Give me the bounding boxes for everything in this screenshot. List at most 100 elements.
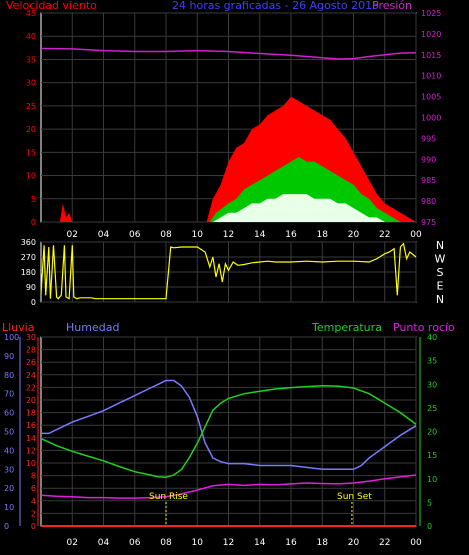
- climate-x-tick-label: 08: [160, 538, 172, 548]
- climate-x-tick-label: 14: [254, 538, 266, 548]
- wind-y-tick-label: 25: [26, 102, 36, 111]
- rain-y-tick-label: 30: [26, 333, 36, 342]
- temperature-line: [40, 384, 417, 479]
- temperature-y-tick-label: 0: [427, 522, 432, 531]
- rain-y-tick-label: 0: [31, 522, 36, 531]
- pressure-y-tick-label: 1015: [421, 51, 441, 60]
- climate-x-tick-label: 12: [223, 538, 234, 548]
- wind-x-tick-label: 02: [67, 230, 78, 240]
- wind-x-tick-label: 10: [192, 230, 204, 240]
- climate-x-tick-label: 20: [348, 538, 360, 548]
- rain-y-tick-label: 12: [26, 446, 36, 455]
- wind-x-tick-label: 08: [160, 230, 172, 240]
- dewpoint-label: Punto rocío: [393, 321, 455, 334]
- wind-x-tick-label: 14: [254, 230, 266, 240]
- wind-x-tick-label: 04: [98, 230, 110, 240]
- sunset-label: Sun Set: [337, 492, 372, 502]
- sunrise-label: Sun Rise: [149, 492, 188, 502]
- pressure-y-tick-label: 1005: [421, 93, 441, 102]
- temperature-y-tick-label: 35: [427, 357, 437, 366]
- temperature-y-tick-label: 15: [427, 451, 437, 460]
- temperature-y-tick-label: 10: [427, 475, 437, 484]
- wind-x-tick-label: 16: [285, 230, 297, 240]
- pressure-y-tick-label: 975: [421, 218, 436, 227]
- rain-label: Lluvia: [2, 321, 34, 334]
- wind-y-tick-label: 10: [26, 172, 36, 181]
- pressure-label: Presión: [372, 0, 412, 12]
- wind-speed-label: Velocidad viento: [6, 0, 97, 12]
- pressure-y-tick-label: 995: [421, 134, 436, 143]
- rain-y-tick-label: 26: [26, 358, 36, 367]
- climate-x-tick-label: 00: [410, 538, 422, 548]
- pressure-line: [40, 47, 417, 60]
- temperature-y-tick-label: 25: [427, 404, 437, 413]
- rain-y-tick-label: 24: [26, 371, 36, 380]
- wind-y-tick-label: 20: [26, 125, 36, 134]
- dewpoint-line: [40, 474, 417, 499]
- rain-y-tick-label: 16: [26, 421, 36, 430]
- humidity-y-tick-label: 50: [4, 428, 14, 437]
- humidity-y-tick-label: 30: [4, 465, 14, 474]
- humidity-y-tick-label: 20: [4, 484, 14, 493]
- temperature-label: Temperatura: [311, 321, 382, 334]
- chart-title: 24 horas graficadas - 26 Agosto 2015: [172, 0, 379, 12]
- wind-y-tick-label: 30: [26, 79, 36, 88]
- rain-y-tick-label: 4: [31, 497, 36, 506]
- humidity-y-tick-label: 100: [4, 333, 19, 342]
- humidity-y-tick-label: 90: [4, 352, 14, 361]
- rain-y-tick-label: 2: [31, 509, 36, 518]
- compass-label: N: [436, 293, 444, 306]
- climate-x-tick-label: 10: [192, 538, 204, 548]
- data-series: [40, 47, 417, 527]
- temperature-y-tick-label: 5: [427, 498, 432, 507]
- humidity-y-tick-label: 80: [4, 371, 14, 380]
- rain-y-tick-label: 14: [26, 434, 36, 443]
- pressure-y-tick-label: 985: [421, 176, 436, 185]
- compass-label: S: [437, 266, 444, 279]
- temperature-y-tick-label: 20: [427, 428, 437, 437]
- climate-x-tick-label: 22: [379, 538, 390, 548]
- wind-y-tick-label: 40: [26, 32, 36, 41]
- rain-y-tick-label: 28: [26, 346, 36, 355]
- rain-y-tick-label: 6: [31, 484, 36, 493]
- rain-y-tick-label: 10: [26, 459, 36, 468]
- humidity-y-tick-label: 10: [4, 503, 14, 512]
- rain-y-tick-label: 20: [26, 396, 36, 405]
- humidity-label: Humedad: [66, 321, 119, 334]
- direction-y-tick-label: 180: [21, 268, 36, 277]
- wind-y-tick-label: 15: [26, 148, 36, 157]
- temperature-y-tick-label: 40: [427, 333, 437, 342]
- axis-ticks: 0202040406060808101012121414161618182020…: [4, 9, 446, 548]
- wind-x-tick-label: 12: [223, 230, 234, 240]
- wind-y-tick-label: 35: [26, 55, 36, 64]
- humidity-y-tick-label: 40: [4, 446, 14, 455]
- wind-direction-line: [40, 242, 417, 300]
- wind-y-tick-label: 45: [26, 9, 36, 18]
- climate-x-tick-label: 16: [285, 538, 297, 548]
- pressure-y-tick-label: 1020: [421, 30, 441, 39]
- pressure-y-tick-label: 980: [421, 197, 436, 206]
- compass-label: W: [435, 253, 446, 266]
- wind-low-area: [41, 194, 416, 222]
- compass-label: N: [436, 239, 444, 252]
- wind-x-tick-label: 22: [379, 230, 390, 240]
- rain-y-tick-label: 8: [31, 472, 36, 481]
- pressure-y-tick-label: 1000: [421, 114, 441, 123]
- compass-label: E: [437, 280, 444, 293]
- direction-y-tick-label: 90: [26, 283, 36, 292]
- direction-y-tick-label: 270: [21, 253, 36, 262]
- humidity-y-tick-label: 0: [4, 522, 9, 531]
- wind-x-tick-label: 18: [317, 230, 329, 240]
- climate-x-tick-label: 06: [129, 538, 141, 548]
- wind-y-tick-label: 0: [31, 218, 36, 227]
- climate-x-tick-label: 18: [317, 538, 329, 548]
- humidity-y-tick-label: 60: [4, 409, 14, 418]
- pressure-y-tick-label: 990: [421, 155, 436, 164]
- wind-x-tick-label: 20: [348, 230, 360, 240]
- pressure-y-tick-label: 1025: [421, 9, 441, 18]
- direction-y-tick-label: 360: [21, 238, 36, 247]
- direction-y-tick-label: 0: [31, 298, 36, 307]
- climate-x-tick-label: 02: [67, 538, 78, 548]
- temperature-y-tick-label: 30: [427, 380, 437, 389]
